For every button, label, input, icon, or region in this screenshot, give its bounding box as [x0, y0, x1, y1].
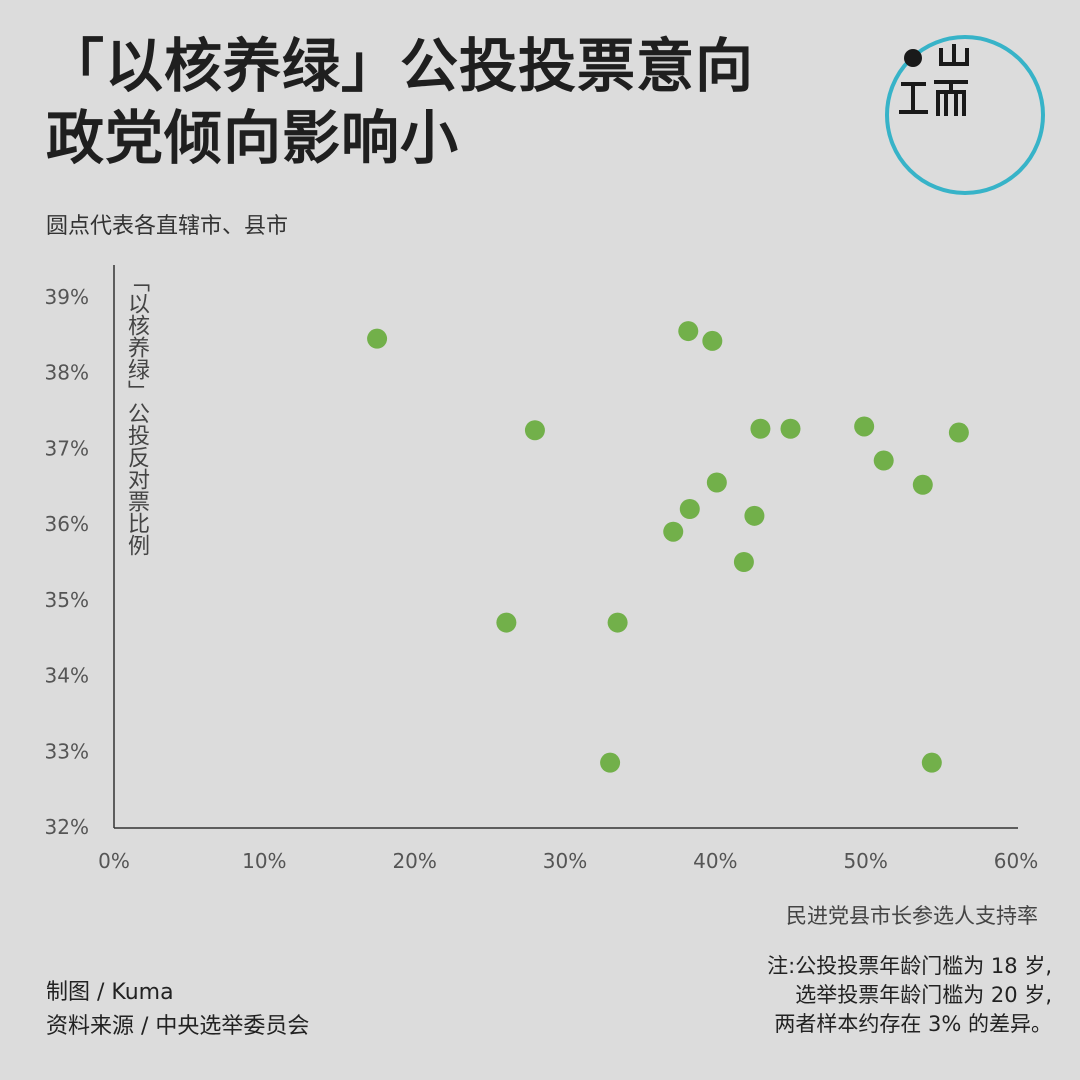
- data-point: [744, 505, 765, 526]
- chart-credit: 制图 / Kuma: [46, 980, 174, 1005]
- data-point: [524, 420, 545, 441]
- footnote-line-1: 注:公投投票年龄门槛为 18 岁,: [767, 954, 1052, 978]
- data-point: [702, 330, 723, 351]
- x-tick-label: 0%: [98, 849, 130, 873]
- data-point: [921, 752, 942, 773]
- chart-title: 「以核养绿」公投投票意向 政党倾向影响小: [46, 30, 754, 174]
- data-point: [733, 552, 754, 572]
- y-tick-label: 39%: [45, 285, 89, 309]
- y-tick-label: 37%: [45, 436, 89, 460]
- x-tick-label: 20%: [392, 849, 436, 873]
- data-point: [912, 474, 933, 495]
- y-tick-label: 36%: [45, 512, 89, 536]
- data-point: [873, 450, 894, 471]
- y-tick-label: 33%: [45, 739, 89, 763]
- x-tick-labels: 0% 10% 20% 30% 40% 50% 60%: [98, 849, 1038, 873]
- y-tick-label: 38%: [45, 361, 89, 385]
- footnote: 注:公投投票年龄门槛为 18 岁, 选举投票年龄门槛为 20 岁, 两者样本约存…: [767, 952, 1052, 1039]
- credits: 制图 / Kuma 资料来源 / 中央选举委员会: [46, 976, 309, 1044]
- chart-subtitle: 圆点代表各直辖市、县市: [46, 214, 289, 239]
- title-line-2: 政党倾向影响小: [46, 104, 460, 172]
- y-tick-label: 35%: [45, 588, 89, 612]
- y-tick-labels: 32% 33% 34% 35% 36% 37% 38% 39%: [45, 285, 89, 839]
- x-tick-label: 10%: [242, 849, 286, 873]
- y-tick-label: 32%: [45, 815, 89, 839]
- x-tick-label: 40%: [693, 849, 737, 873]
- data-point: [367, 328, 388, 349]
- y-axis-label: 「以核养绿」公投反对票比例: [124, 270, 149, 556]
- data-source: 资料来源 / 中央选举委员会: [46, 1014, 310, 1039]
- data-point: [600, 752, 621, 773]
- x-axis-label: 民进党县市长参选人支持率: [786, 904, 1038, 928]
- logo-ring: [885, 35, 1045, 195]
- logo-glyph: [899, 44, 969, 116]
- data-point: [854, 416, 875, 437]
- data-points: [367, 321, 969, 773]
- data-point: [678, 321, 699, 342]
- data-point: [496, 612, 517, 633]
- logo-dot: [904, 49, 922, 67]
- footnote-line-2: 选举投票年龄门槛为 20 岁,: [795, 983, 1052, 1007]
- footnote-line-3: 两者样本约存在 3% 的差异。: [774, 1012, 1052, 1036]
- data-point: [679, 499, 700, 519]
- data-point: [706, 472, 727, 493]
- x-tick-label: 50%: [843, 849, 887, 873]
- x-tick-label: 60%: [994, 849, 1038, 873]
- data-point: [607, 612, 628, 633]
- data-point: [750, 418, 771, 439]
- x-tick-label: 30%: [543, 849, 587, 873]
- data-point: [663, 521, 684, 542]
- data-point: [948, 422, 969, 443]
- title-line-1: 「以核养绿」公投投票意向: [46, 32, 755, 100]
- brand-logo: [885, 35, 1045, 195]
- data-point: [780, 418, 801, 439]
- y-tick-label: 34%: [45, 664, 89, 688]
